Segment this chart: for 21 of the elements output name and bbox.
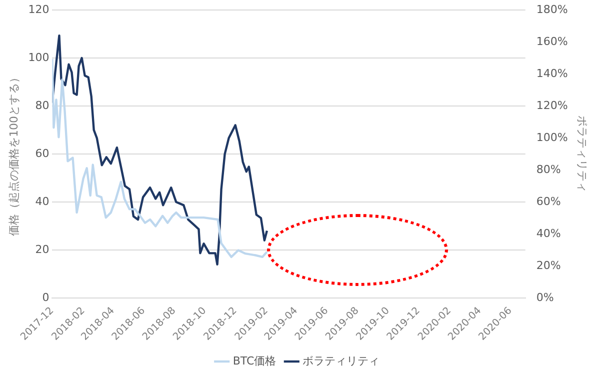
y-tick-label: 120 — [28, 2, 50, 16]
y2-tick-label: 20% — [536, 258, 561, 272]
y-tick-label: 80 — [35, 98, 50, 112]
y-tick-label: 60 — [35, 146, 50, 160]
y2-tick-label: 60% — [536, 194, 561, 208]
y2-tick-label: 140% — [536, 66, 568, 80]
y2-tick-label: 180% — [536, 2, 568, 16]
y-tick-label: 20 — [35, 242, 50, 256]
legend-label: ボラティリティ — [302, 354, 380, 368]
y2-axis-title: ボラティリティ — [576, 115, 589, 192]
y-tick-label: 0 — [42, 290, 50, 304]
y2-tick-label: 80% — [536, 162, 561, 176]
y2-tick-label: 160% — [536, 34, 568, 48]
y-tick-label: 100 — [28, 50, 50, 64]
y2-tick-label: 0% — [536, 290, 554, 304]
y-axis-title: 価格（起点の価格を100とする） — [7, 72, 20, 236]
y2-tick-label: 120% — [536, 98, 568, 112]
legend-label: BTC価格 — [232, 354, 276, 368]
y-tick-label: 40 — [35, 194, 50, 208]
y2-tick-label: 100% — [536, 130, 568, 144]
y2-tick-label: 40% — [536, 226, 561, 240]
